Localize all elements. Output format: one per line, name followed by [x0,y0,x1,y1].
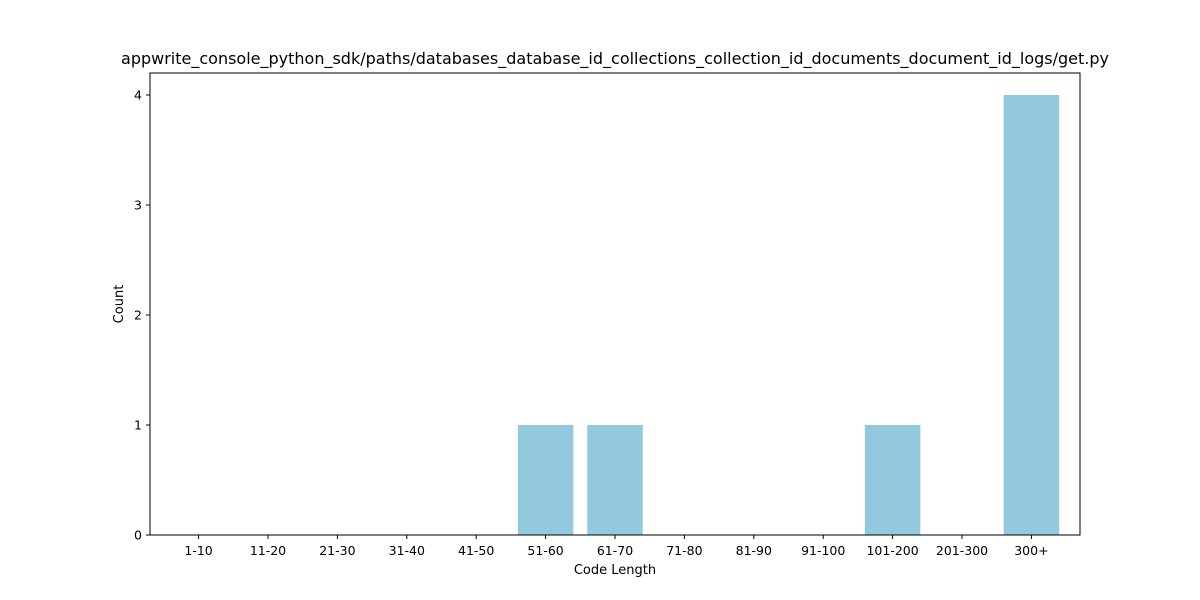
x-tick-label: 11-20 [250,543,286,558]
x-axis-ticks: 1-10 11-20 21-30 31-40 41-50 51-60 61-70 71-80 8… [184,535,1049,558]
x-tick-label: 1-10 [184,543,212,558]
bar-61-70 [587,425,643,535]
x-tick-label: 201-300 [936,543,988,558]
chart-title: appwrite_console_python_sdk/paths/databa… [121,49,1109,69]
y-tick-label: 2 [134,308,142,323]
y-tick-label: 0 [134,528,142,543]
x-tick-label: 101-200 [866,543,918,558]
x-tick-label: 81-90 [736,543,772,558]
x-tick-label: 51-60 [527,543,563,558]
y-tick-label: 4 [134,88,142,103]
x-tick-label: 61-70 [597,543,633,558]
x-tick-label: 21-30 [319,543,355,558]
x-tick-label: 91-100 [801,543,845,558]
bar-101-200 [864,425,921,535]
y-tick-label: 3 [134,198,142,213]
x-axis-label: Code Length [574,563,656,578]
y-axis-ticks: 0 1 2 3 4 [134,88,150,543]
y-tick-label: 1 [134,418,142,433]
x-tick-label: 41-50 [458,543,494,558]
x-tick-label: 31-40 [389,543,425,558]
bars-layer [517,95,1060,535]
y-axis-label: Count [112,285,127,324]
x-tick-label: 71-80 [666,543,702,558]
x-tick-label: 300+ [1014,543,1048,558]
bar-300+ [1003,95,1060,535]
bar-51-60 [517,425,574,535]
